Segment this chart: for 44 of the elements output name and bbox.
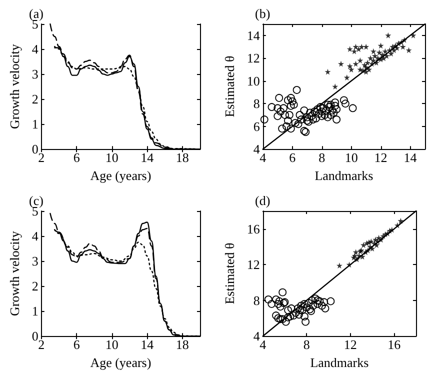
y-tick-label: 8	[253, 292, 260, 308]
y-tick-label: 3	[32, 66, 38, 82]
x-tick-label: 8	[303, 337, 310, 352]
y-tick-label: 4	[32, 228, 39, 244]
x-tick-label: 18	[176, 150, 189, 166]
y-tick-label: 0	[32, 328, 38, 344]
y-tick-label: 6	[253, 118, 260, 134]
x-axis-title: Age (years)	[90, 168, 152, 183]
x-tick-label: 12	[344, 337, 357, 352]
chart-title: (b)	[255, 6, 270, 21]
x-axis-title: Age (years)	[90, 355, 152, 370]
x-axis-title: Landmarks	[310, 355, 369, 370]
y-tick-label: 8	[253, 96, 260, 112]
y-axis-title: Estimated θ	[222, 56, 237, 118]
x-tick-label: 10	[344, 150, 358, 166]
y-tick-label: 2	[32, 92, 38, 107]
y-tick-label: 1	[32, 304, 38, 319]
y-tick-label: 1	[32, 116, 38, 132]
y-tick-label: 4	[32, 42, 39, 57]
y-axis-title: Estimated θ	[222, 242, 237, 304]
x-tick-label: 6	[73, 150, 80, 166]
x-tick-label: 14	[404, 150, 418, 166]
y-axis-title: Growth velocity	[7, 44, 22, 129]
x-axis-title: Landmarks	[314, 168, 374, 183]
x-tick-label: 6	[289, 150, 296, 166]
x-tick-label: 14	[140, 337, 154, 352]
x-tick-label: 6	[73, 337, 80, 352]
x-tick-label: 8	[318, 150, 326, 166]
y-tick-label: 12	[246, 257, 260, 272]
y-tick-label: 16	[246, 221, 260, 236]
y-tick-label: 0	[32, 142, 38, 157]
y-axis-title: Growth velocity	[7, 230, 22, 316]
x-tick-label: 14	[140, 150, 154, 166]
x-tick-label: 10	[105, 337, 118, 352]
y-tick-label: 12	[246, 50, 260, 66]
y-tick-label: 2	[32, 278, 38, 294]
chart-title: (d)	[255, 193, 270, 208]
y-tick-label: 3	[32, 254, 38, 269]
x-tick-label: 10	[105, 150, 118, 166]
x-tick-label: 12	[374, 150, 388, 166]
y-tick-label: 14	[246, 28, 260, 43]
x-tick-label: 16	[388, 337, 402, 352]
x-tick-label: 18	[176, 337, 189, 352]
y-tick-label: 10	[246, 73, 260, 88]
